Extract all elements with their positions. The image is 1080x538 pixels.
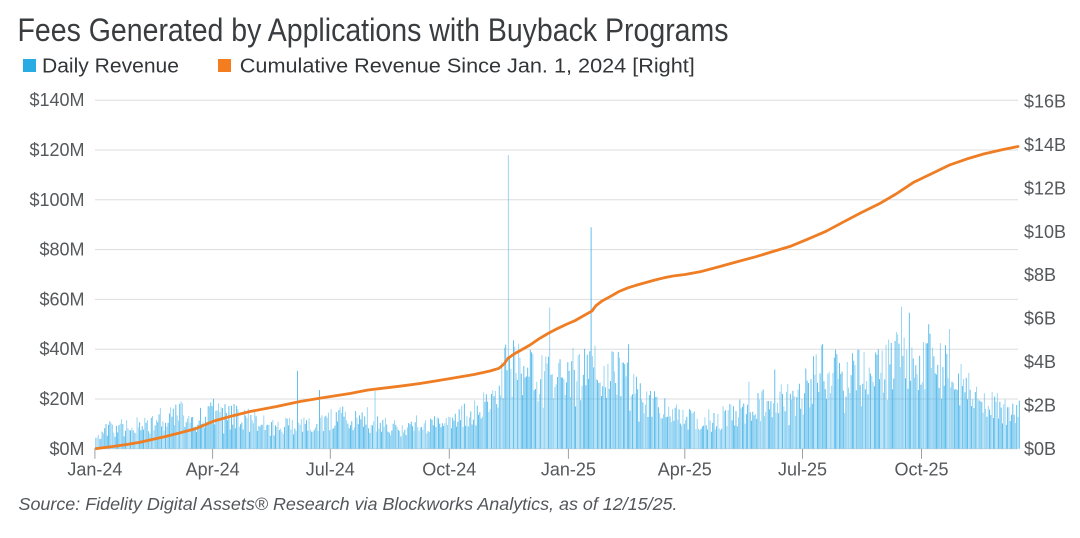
svg-text:$14B: $14B xyxy=(1024,135,1066,155)
svg-text:$100M: $100M xyxy=(29,190,84,210)
svg-text:$16B: $16B xyxy=(1024,92,1066,112)
svg-text:Oct-24: Oct-24 xyxy=(422,460,476,480)
svg-text:$0B: $0B xyxy=(1024,439,1056,459)
svg-text:Fees Generated by Applications: Fees Generated by Applications with Buyb… xyxy=(18,12,729,48)
svg-text:$12B: $12B xyxy=(1024,178,1066,198)
svg-text:$120M: $120M xyxy=(29,140,84,160)
svg-text:Oct-25: Oct-25 xyxy=(894,460,948,480)
svg-text:$60M: $60M xyxy=(39,289,84,309)
svg-text:Daily Revenue: Daily Revenue xyxy=(42,56,179,78)
svg-text:$8B: $8B xyxy=(1024,265,1056,285)
svg-text:Jan-25: Jan-25 xyxy=(541,460,596,480)
svg-text:$80M: $80M xyxy=(39,240,84,260)
svg-text:Source: Fidelity Digital Asset: Source: Fidelity Digital Assets® Researc… xyxy=(19,494,678,514)
svg-text:Jan-24: Jan-24 xyxy=(67,460,122,480)
svg-text:$10B: $10B xyxy=(1024,222,1066,242)
svg-text:Jul-24: Jul-24 xyxy=(306,460,355,480)
svg-text:$4B: $4B xyxy=(1024,352,1056,372)
svg-text:Cumulative Revenue Since Jan.: Cumulative Revenue Since Jan. 1, 2024 [R… xyxy=(240,56,695,78)
svg-text:$6B: $6B xyxy=(1024,309,1056,329)
svg-text:Jul-25: Jul-25 xyxy=(778,460,827,480)
svg-text:Apr-24: Apr-24 xyxy=(186,460,240,480)
svg-text:$0M: $0M xyxy=(49,439,84,459)
svg-text:$140M: $140M xyxy=(29,90,84,110)
svg-text:Apr-25: Apr-25 xyxy=(658,460,712,480)
svg-text:$40M: $40M xyxy=(39,339,84,359)
svg-text:$2B: $2B xyxy=(1024,395,1056,415)
svg-text:$20M: $20M xyxy=(39,389,84,409)
